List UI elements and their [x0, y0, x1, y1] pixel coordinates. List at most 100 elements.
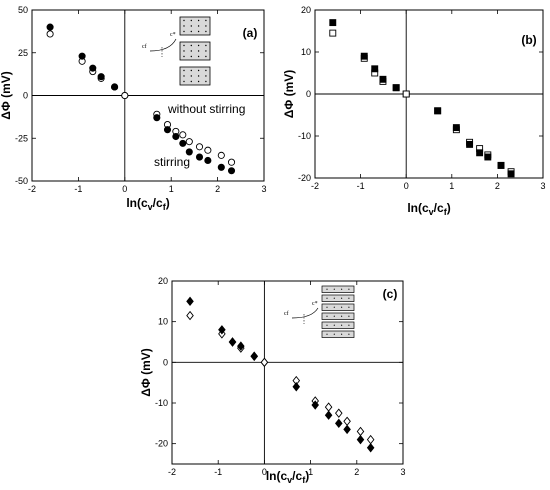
- data-point: [227, 158, 236, 166]
- inset-dot: [348, 315, 350, 317]
- inset-dot: [197, 19, 200, 22]
- data-point: [324, 410, 333, 420]
- panel-label: (a): [243, 26, 258, 40]
- inset-label-cstar: c*: [312, 301, 318, 307]
- y-tick-label: 0: [23, 91, 28, 101]
- inset-dot: [348, 333, 350, 335]
- data-point: [343, 424, 351, 435]
- inset-dot: [341, 306, 343, 308]
- data-point: [335, 418, 343, 429]
- annotation-without-stirring: without stirring: [167, 102, 245, 116]
- x-tick-label: 2: [215, 184, 220, 194]
- inset-dot: [190, 75, 192, 77]
- data-point: [172, 132, 180, 141]
- inset-dot: [205, 55, 207, 58]
- data-point: [311, 400, 319, 410]
- inset-dot: [183, 80, 185, 83]
- data-point: [186, 296, 194, 307]
- inset-dot: [197, 44, 200, 47]
- data-point: [228, 337, 237, 347]
- x-tick-label: 1: [449, 181, 454, 191]
- data-point: [195, 143, 204, 151]
- inset-curve: [291, 307, 319, 319]
- data-point: [392, 84, 400, 92]
- data-point: [97, 73, 105, 81]
- inset-dot: [190, 25, 192, 27]
- inset-dot: [205, 50, 207, 52]
- y-tick-label: 20: [158, 276, 168, 286]
- inset-dot: [205, 25, 207, 27]
- x-tick-label: -2: [28, 184, 36, 194]
- inset-dot: [348, 288, 350, 290]
- data-point: [324, 402, 333, 412]
- y-axis-label: ΔΦ (mV): [139, 348, 153, 396]
- inset-dot: [333, 297, 335, 299]
- inset-dot: [183, 19, 185, 22]
- inset-label-cstar: c*: [170, 32, 176, 38]
- x-tick-label: 0: [262, 467, 267, 477]
- data-point: [227, 167, 236, 175]
- data-point: [204, 146, 212, 154]
- y-tick-label: -20: [298, 173, 311, 183]
- inset-dot: [183, 44, 185, 47]
- x-tick-label: -1: [74, 184, 82, 194]
- inset-box: [321, 303, 355, 311]
- y-tick-label: 25: [18, 48, 28, 58]
- inset-label-cf: cf: [284, 310, 289, 317]
- inset-box: [321, 312, 355, 320]
- inset-dot: [333, 288, 335, 290]
- inset-dot: [205, 75, 207, 77]
- inset-dot: [341, 288, 343, 290]
- x-tick-label: 2: [354, 467, 359, 477]
- data-point: [260, 357, 269, 368]
- x-tick-label: 2: [495, 181, 500, 191]
- inset-dot: [197, 75, 200, 77]
- y-tick-label: 50: [18, 5, 28, 15]
- data-point: [217, 151, 225, 159]
- inset-box: [321, 294, 355, 302]
- data-point: [185, 148, 193, 156]
- data-point: [360, 52, 368, 60]
- inset-dot: [190, 19, 192, 22]
- inset-dot: [348, 324, 350, 326]
- data-point: [89, 64, 97, 72]
- data-point: [204, 156, 212, 165]
- inset-dot: [197, 80, 200, 83]
- inset-schematic: cf c*: [284, 285, 355, 338]
- data-point: [46, 30, 54, 38]
- y-axis-label: ΔΦ (mV): [0, 71, 13, 119]
- annotation-stirring: stirring: [154, 155, 190, 169]
- inset-dot: [197, 50, 200, 52]
- inset-dot: [183, 50, 185, 52]
- inset-dot: [333, 315, 335, 317]
- x-tick-label: 3: [261, 184, 266, 194]
- inset-dot: [341, 333, 343, 335]
- inset-dot: [205, 44, 207, 47]
- x-tick-label: 1: [308, 467, 313, 477]
- x-tick-label: 3: [540, 181, 545, 191]
- x-tick-label: 0: [404, 181, 409, 191]
- data-point: [195, 153, 204, 161]
- inset-dot: [348, 306, 350, 308]
- x-tick-label: -2: [168, 467, 176, 477]
- inset-dot: [326, 288, 328, 290]
- inset-box: [179, 66, 211, 86]
- data-point: [78, 52, 86, 60]
- data-point: [217, 163, 225, 171]
- inset-dot: [183, 69, 185, 72]
- y-tick-label: 0: [306, 89, 311, 99]
- inset-dot: [341, 315, 343, 317]
- y-tick-label: 20: [301, 5, 311, 15]
- data-point: [476, 149, 484, 157]
- inset-dot: [326, 333, 328, 335]
- inset-dot: [190, 80, 192, 83]
- panel-a: -2 -1 0 1 2 3 -50 -25 0 25 50 (a) ln(cv/cf) ΔΦ (mV) cf…: [0, 5, 267, 212]
- data-point: [343, 416, 351, 427]
- inset-dot: [190, 55, 192, 58]
- inset-dot: [205, 80, 207, 83]
- x-tick-label: 0: [122, 184, 127, 194]
- x-axis-label: ln(cv/cf): [407, 201, 450, 217]
- inset-box: [321, 330, 355, 338]
- inset-dot: [183, 25, 185, 27]
